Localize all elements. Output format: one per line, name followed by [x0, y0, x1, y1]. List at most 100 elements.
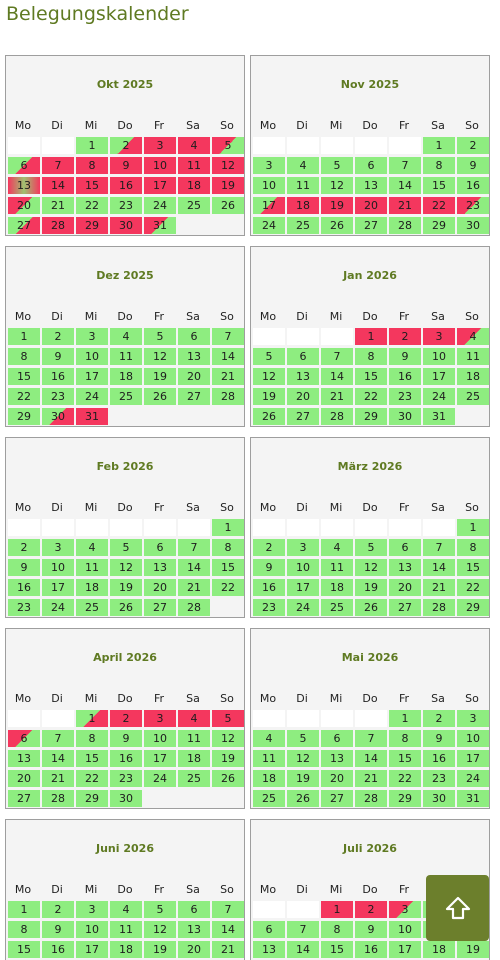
day-cell[interactable]: 11 — [253, 750, 285, 767]
day-cell[interactable]: 13 — [287, 368, 319, 385]
day-cell[interactable]: 10 — [457, 730, 489, 747]
day-cell[interactable]: 14 — [287, 941, 319, 958]
day-cell[interactable]: 4 — [178, 137, 210, 154]
day-cell[interactable]: 26 — [144, 388, 176, 405]
day-cell[interactable]: 27 — [178, 388, 210, 405]
day-cell[interactable]: 1 — [76, 137, 108, 154]
day-cell[interactable]: 22 — [76, 197, 108, 214]
day-cell[interactable]: 4 — [321, 539, 353, 556]
scroll-to-top-button[interactable] — [426, 875, 489, 941]
day-cell[interactable]: 10 — [42, 559, 74, 576]
day-cell[interactable]: 5 — [144, 901, 176, 918]
day-cell[interactable]: 8 — [355, 348, 387, 365]
day-cell[interactable]: 15 — [212, 559, 244, 576]
day-cell[interactable]: 22 — [76, 770, 108, 787]
day-cell[interactable]: 9 — [389, 348, 421, 365]
day-cell[interactable]: 4 — [110, 901, 142, 918]
day-cell[interactable]: 7 — [212, 328, 244, 345]
day-cell[interactable]: 2 — [355, 901, 387, 918]
day-cell[interactable]: 7 — [287, 921, 319, 938]
day-cell[interactable]: 15 — [321, 941, 353, 958]
day-cell[interactable]: 3 — [76, 901, 108, 918]
day-cell[interactable]: 17 — [144, 177, 176, 194]
day-cell[interactable]: 1 — [423, 137, 455, 154]
day-cell[interactable]: 1 — [212, 519, 244, 536]
day-cell[interactable]: 3 — [144, 137, 176, 154]
day-cell[interactable]: 23 — [253, 599, 285, 616]
day-cell[interactable]: 6 — [178, 328, 210, 345]
day-cell[interactable]: 11 — [110, 921, 142, 938]
day-cell[interactable]: 15 — [8, 368, 40, 385]
day-cell[interactable]: 18 — [321, 579, 353, 596]
day-cell[interactable]: 17 — [423, 368, 455, 385]
day-cell[interactable]: 9 — [355, 921, 387, 938]
day-cell[interactable]: 6 — [287, 348, 319, 365]
day-cell[interactable]: 19 — [321, 197, 353, 214]
day-cell[interactable]: 30 — [42, 408, 74, 425]
day-cell[interactable]: 21 — [423, 579, 455, 596]
day-cell[interactable]: 3 — [389, 901, 421, 918]
day-cell[interactable]: 10 — [76, 348, 108, 365]
day-cell[interactable]: 14 — [212, 921, 244, 938]
day-cell[interactable]: 21 — [178, 579, 210, 596]
day-cell[interactable]: 31 — [76, 408, 108, 425]
day-cell[interactable]: 5 — [212, 710, 244, 727]
day-cell[interactable]: 16 — [253, 579, 285, 596]
day-cell[interactable]: 1 — [389, 710, 421, 727]
day-cell[interactable]: 13 — [8, 750, 40, 767]
day-cell[interactable]: 20 — [355, 197, 387, 214]
day-cell[interactable]: 30 — [110, 790, 142, 807]
day-cell[interactable]: 10 — [253, 177, 285, 194]
day-cell[interactable]: 6 — [144, 539, 176, 556]
day-cell[interactable]: 8 — [423, 157, 455, 174]
day-cell[interactable]: 5 — [355, 539, 387, 556]
day-cell[interactable]: 9 — [253, 559, 285, 576]
day-cell[interactable]: 4 — [253, 730, 285, 747]
day-cell[interactable]: 27 — [144, 599, 176, 616]
day-cell[interactable]: 17 — [76, 368, 108, 385]
day-cell[interactable]: 17 — [389, 941, 421, 958]
day-cell[interactable]: 30 — [457, 217, 489, 234]
day-cell[interactable]: 22 — [457, 579, 489, 596]
day-cell[interactable]: 3 — [144, 710, 176, 727]
day-cell[interactable]: 11 — [321, 559, 353, 576]
day-cell[interactable]: 6 — [321, 730, 353, 747]
day-cell[interactable]: 13 — [178, 348, 210, 365]
day-cell[interactable]: 23 — [389, 388, 421, 405]
day-cell[interactable]: 17 — [287, 579, 319, 596]
day-cell[interactable]: 2 — [42, 901, 74, 918]
day-cell[interactable]: 12 — [144, 348, 176, 365]
day-cell[interactable]: 8 — [389, 730, 421, 747]
day-cell[interactable]: 7 — [423, 539, 455, 556]
day-cell[interactable]: 16 — [8, 579, 40, 596]
day-cell[interactable]: 29 — [76, 217, 108, 234]
day-cell[interactable]: 26 — [212, 770, 244, 787]
day-cell[interactable]: 9 — [457, 157, 489, 174]
day-cell[interactable]: 12 — [321, 177, 353, 194]
day-cell[interactable]: 27 — [321, 790, 353, 807]
day-cell[interactable]: 7 — [178, 539, 210, 556]
day-cell[interactable]: 20 — [144, 579, 176, 596]
day-cell[interactable]: 3 — [253, 157, 285, 174]
day-cell[interactable]: 15 — [8, 941, 40, 958]
day-cell[interactable]: 4 — [76, 539, 108, 556]
day-cell[interactable]: 31 — [457, 790, 489, 807]
day-cell[interactable]: 15 — [423, 177, 455, 194]
day-cell[interactable]: 12 — [212, 157, 244, 174]
day-cell[interactable]: 29 — [457, 599, 489, 616]
day-cell[interactable]: 24 — [253, 217, 285, 234]
day-cell[interactable]: 22 — [423, 197, 455, 214]
day-cell[interactable]: 20 — [8, 197, 40, 214]
day-cell[interactable]: 31 — [423, 408, 455, 425]
day-cell[interactable]: 1 — [8, 328, 40, 345]
day-cell[interactable]: 7 — [42, 157, 74, 174]
day-cell[interactable]: 7 — [212, 901, 244, 918]
day-cell[interactable]: 2 — [457, 137, 489, 154]
day-cell[interactable]: 6 — [178, 901, 210, 918]
day-cell[interactable]: 19 — [253, 388, 285, 405]
day-cell[interactable]: 24 — [457, 770, 489, 787]
day-cell[interactable]: 25 — [178, 770, 210, 787]
day-cell[interactable]: 1 — [8, 901, 40, 918]
day-cell[interactable]: 28 — [355, 790, 387, 807]
day-cell[interactable]: 6 — [389, 539, 421, 556]
